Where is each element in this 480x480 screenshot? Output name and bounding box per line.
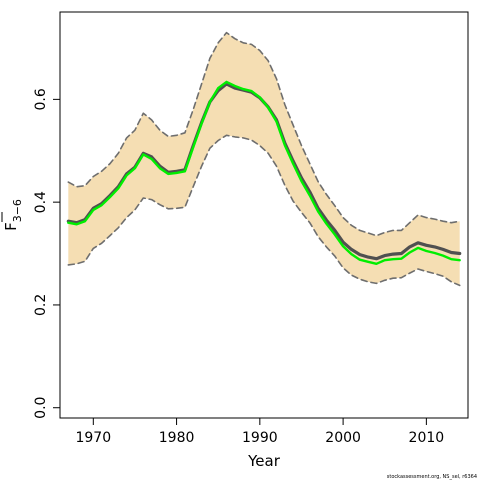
y-axis: 0.0 0.2 0.4 0.6: [33, 88, 61, 419]
y-tick-label: 0.4: [33, 191, 49, 213]
y-axis-title-subscript: 3−6: [11, 199, 24, 222]
lower-bound-line: [67, 134, 461, 287]
plot-area: [66, 31, 462, 287]
x-tick-label: 1980: [159, 430, 195, 446]
upper-bound-line: [67, 31, 461, 237]
y-axis-title: F3−6: [1, 199, 24, 231]
x-axis: 1970 1980 1990 2000 2010: [75, 417, 445, 446]
footer-credit: stockassessment.org, NS_sel, r6364: [387, 474, 477, 480]
x-tick-label: 1990: [242, 430, 278, 446]
x-tick-label: 2010: [409, 430, 445, 446]
y-tick-label: 0.2: [33, 294, 49, 316]
x-tick-label: 2000: [325, 430, 361, 446]
y-tick-label: 0.6: [33, 88, 49, 110]
svg-text:F3−6: F3−6: [2, 199, 24, 231]
x-axis-title: Year: [247, 452, 281, 470]
y-axis-title-main: F: [2, 222, 20, 231]
confidence-band: [68, 32, 460, 286]
x-tick-label: 1970: [75, 430, 111, 446]
y-tick-label: 0.0: [33, 397, 49, 419]
highlight-line: [67, 80, 461, 265]
